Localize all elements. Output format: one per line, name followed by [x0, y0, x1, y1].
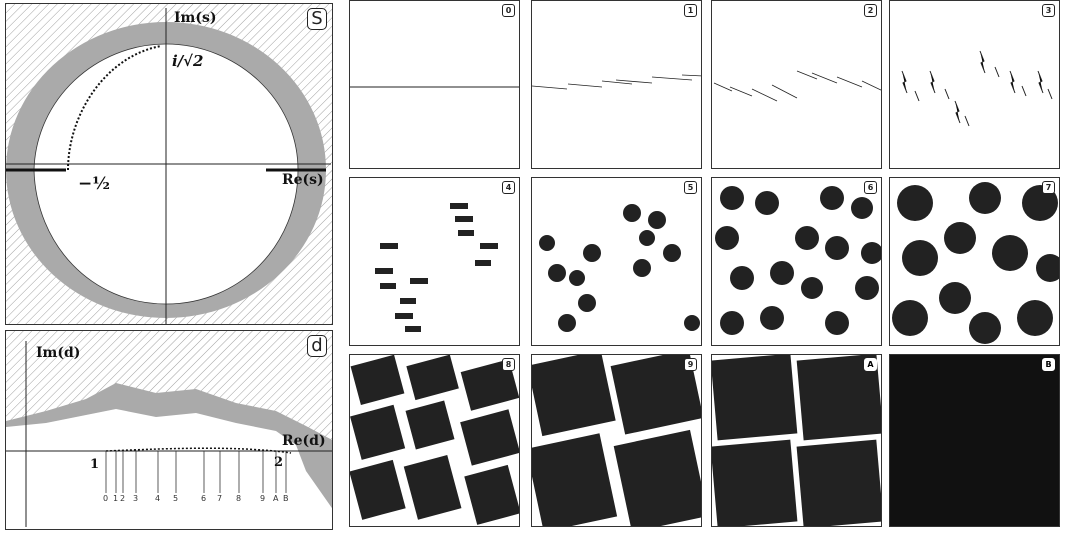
re-s-label: Re(s): [282, 172, 324, 188]
iter-panel-2: 2: [711, 0, 882, 169]
iter-panel-6: 6: [711, 177, 882, 346]
iter-badge: 5: [684, 181, 697, 194]
tick-label: 3: [133, 494, 139, 503]
tick-label: 4: [155, 494, 161, 503]
iter-badge: 0: [502, 4, 515, 17]
re-d-label: Re(d): [282, 433, 326, 449]
tick-label: 0: [103, 494, 109, 503]
tick-label: 5: [173, 494, 179, 503]
iter-panel-5: 5: [531, 177, 702, 346]
iter-badge: 3: [1042, 4, 1055, 17]
iter-badge: B: [1042, 358, 1055, 371]
tick-lines: [105, 451, 287, 493]
iter-panel-7: 7: [889, 177, 1060, 346]
iter-panel-B: B: [889, 354, 1060, 527]
d-plane-plot: [6, 331, 332, 529]
iter-panel-3: 3: [889, 0, 1060, 169]
iter-panel-4: 4: [349, 177, 520, 346]
iter-badge: 7: [1042, 181, 1055, 194]
d-badge: d: [307, 335, 327, 357]
iter-badge: 9: [684, 358, 697, 371]
iter-badge: 4: [502, 181, 515, 194]
dotted-path: [67, 45, 162, 171]
tick-label: 7: [217, 494, 223, 503]
iter-panel-1: 1: [531, 0, 702, 169]
s-plane-panel: Im(s) Re(s) i/√2 −½ S: [5, 3, 333, 325]
iter-badge: 8: [502, 358, 515, 371]
iter-badge: A: [864, 358, 877, 371]
iter-panel-0: 0: [349, 0, 520, 169]
im-d-label: Im(d): [36, 345, 81, 361]
white-region: [6, 409, 332, 529]
point-left-label: −½: [78, 174, 110, 194]
tick-label: A: [273, 494, 279, 503]
tick-label: B: [283, 494, 289, 503]
iter-badge: 2: [864, 4, 877, 17]
iter-badge: 1: [684, 4, 697, 17]
iter-panel-8: 8: [349, 354, 520, 527]
iter-panel-9: 9: [531, 354, 702, 527]
iter-panel-A: A: [711, 354, 882, 527]
dotted-path: [105, 447, 292, 454]
s-badge: S: [307, 8, 327, 30]
s-plane-plot: [6, 4, 332, 324]
tick-label: 1: [113, 494, 119, 503]
d-plane-panel: Im(d) Re(d) 1 2 0 1 2 3 4 5 6 7 8 9 A B …: [5, 330, 333, 530]
tick-label: 9: [260, 494, 266, 503]
iter-badge: 6: [864, 181, 877, 194]
im-s-label: Im(s): [174, 10, 217, 26]
point-1-label: 1: [90, 457, 100, 472]
tick-label: 2: [120, 494, 126, 503]
tick-label: 6: [201, 494, 207, 503]
point-top-label: i/√2: [172, 52, 204, 70]
point-2-label: 2: [274, 455, 284, 470]
tick-label: 8: [236, 494, 242, 503]
